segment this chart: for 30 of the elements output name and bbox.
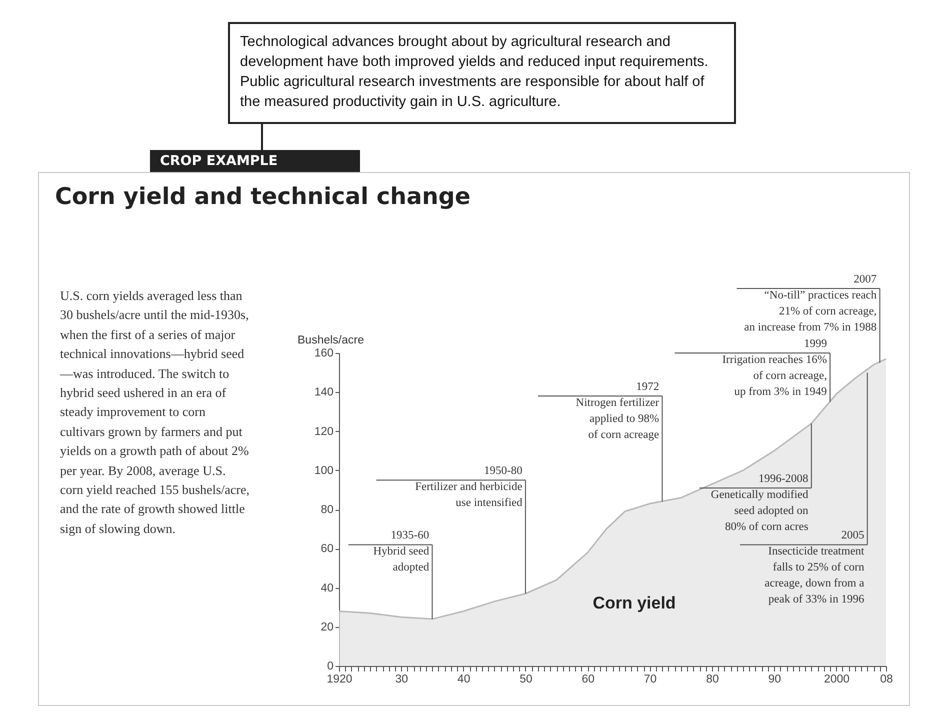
x-tick-label: 40: [457, 674, 470, 686]
y-tick-label: 60: [320, 543, 334, 556]
x-tick-label: 2000: [824, 674, 850, 686]
x-tick-label: 30: [395, 674, 408, 686]
y-tick-label: 100: [314, 464, 334, 477]
y-tick-label: 160: [314, 348, 334, 360]
y-tick-label: 80: [320, 504, 334, 516]
x-tick-label: 1920: [326, 674, 352, 686]
text: CROP EXAMPLE: [150, 150, 360, 172]
y-axis-title: Bushels/acre: [298, 334, 364, 346]
y-tick-label: 0: [327, 660, 334, 672]
y-tick-label: 20: [320, 621, 334, 634]
y-tick-label: 40: [320, 582, 334, 594]
annotation: 2007 “No-till” practices reach 21% of corn acreage, an increase from 7% in 1988: [744, 273, 877, 334]
annotation: 1950-80 Fertilizer and herbicide use intensified: [415, 465, 523, 510]
annotation: 1972 Nitrogen fertilizer applied to 98% of corn acreage: [576, 381, 660, 442]
y-tick-label: 140: [314, 386, 334, 399]
text: U.S. corn yields averaged less than 30 bushels/acre until the mid-1930s, when the first of a series of major technical innovations—hybrid seed—was introduced. The switch to hybrid seed ushered in an era of steady improvement to corn cultivars grown by farmers and put yields on a growth path of about 2% per year. By 2008, average U.S. corn yield reached 155 bushels/acre, and the rate of growth showed little sign of slowing down.: [60, 288, 250, 536]
x-tick-label: 70: [644, 674, 657, 686]
x-tick-label: 50: [520, 674, 532, 686]
chart-title: Corn yield and technical change: [55, 184, 470, 210]
annotation: 1935-60 Hybrid seed adopted: [373, 530, 430, 574]
annotation: 1999 Irrigation reaches 16% of corn acreage, up from 3% in 1949: [722, 338, 828, 398]
x-tick-label: 80: [706, 674, 719, 686]
series-label: Corn yield: [592, 593, 676, 612]
y-tick-label: 120: [314, 426, 334, 438]
x-tick-label: 08: [880, 674, 893, 686]
x-tick-label: 60: [582, 674, 595, 686]
x-tick-label: 90: [768, 674, 782, 686]
text: Technological advances brought about by agricultural research and development have both improved yields and reduced input requirements. Public agricultural research investments are responsible for about half of the measured productivity gain in U.S. agriculture.: [228, 22, 736, 124]
